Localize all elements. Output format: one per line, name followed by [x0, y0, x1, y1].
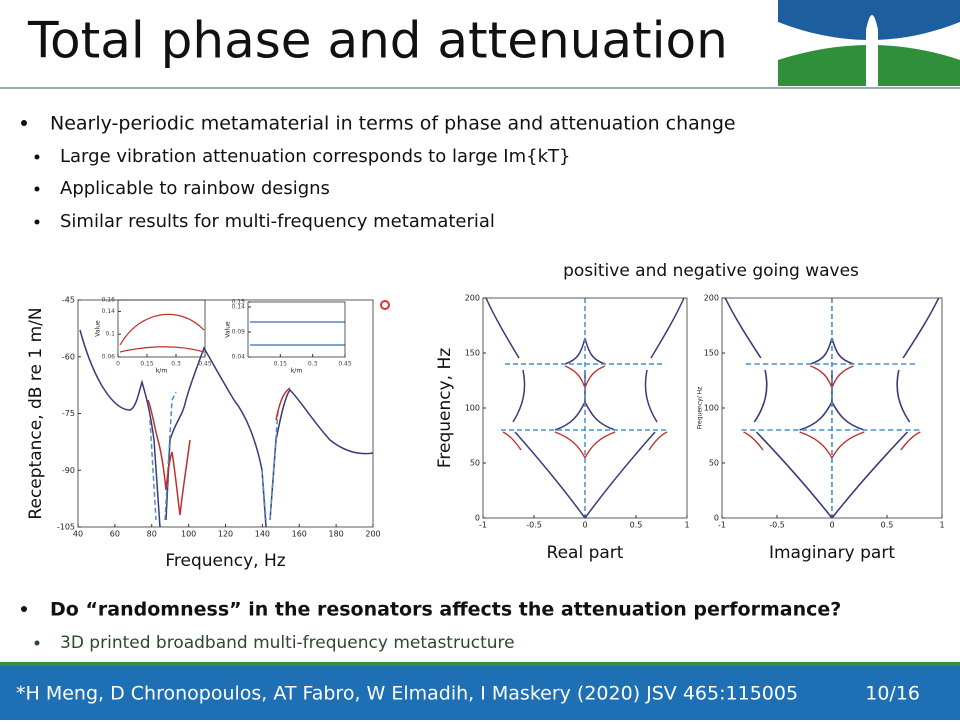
x-tick-label: 40: [73, 530, 83, 539]
x-tick-label: 0.15: [140, 361, 154, 368]
y-tick-label: 100: [704, 404, 719, 413]
x-axis-label: Real part: [547, 543, 624, 563]
x-tick-label: 120: [218, 530, 233, 539]
x-tick-label: -1: [718, 521, 726, 530]
sub-bullet: Large vibration attenuation corresponds …: [60, 146, 570, 167]
y-tick-label: 0.15: [232, 299, 246, 306]
y-tick-label: 0.16: [102, 297, 116, 304]
y-axis-label: Frequency, Hz: [435, 348, 455, 468]
x-tick-label: -1: [479, 521, 487, 530]
x-tick-label: 0.15: [274, 361, 288, 368]
x-axis-label: k/m: [291, 368, 302, 375]
x-tick-label: -0.5: [526, 521, 542, 530]
x-tick-label: 80: [147, 530, 157, 539]
inset-curves: [119, 313, 345, 353]
x-tick-label: 0.5: [881, 521, 894, 530]
y-tick-label: 0: [714, 514, 719, 523]
y-tick-label: 150: [704, 349, 719, 358]
x-tick-label: 0.3: [308, 361, 318, 368]
question: Do “randomness” in the resonators affect…: [50, 599, 841, 621]
x-axis-label: k/m: [156, 368, 167, 375]
y-tick-label: 0.14: [232, 304, 246, 311]
x-tick-label: 0.3: [171, 361, 181, 368]
y-axis-label: Receptance, dB re 1 m/N: [26, 307, 46, 519]
y-tick-label: -45: [62, 296, 75, 305]
logo: [778, 0, 960, 86]
page-number: 10/16: [865, 683, 920, 705]
y-tick-label: 200: [465, 294, 480, 303]
y-tick-label: 200: [704, 294, 719, 303]
receptance-curves: [79, 300, 390, 528]
y-tick-label: -60: [62, 352, 75, 361]
x-axis-label: Frequency, Hz: [165, 551, 285, 571]
x-tick-label: 60: [110, 530, 120, 539]
x-tick-label: 0: [829, 521, 834, 530]
y-tick-label: 0.09: [232, 329, 246, 336]
x-tick-label: 200: [365, 530, 380, 539]
x-tick-label: 180: [328, 530, 343, 539]
x-tick-label: 100: [181, 530, 196, 539]
x-tick-label: 0: [116, 361, 120, 368]
slide-title: Total phase and attenuation: [27, 12, 728, 70]
y-tick-label: -105: [57, 523, 75, 532]
x-tick-label: 0: [582, 521, 587, 530]
x-axis-label: Imaginary part: [769, 543, 895, 563]
plot-frame: [117, 299, 206, 358]
sub-bullet: Applicable to rainbow designs: [60, 178, 330, 199]
y-tick-label: 50: [470, 459, 480, 468]
y-tick-label: 100: [465, 404, 480, 413]
x-tick-label: 0.45: [338, 361, 352, 368]
x-tick-label: 0.45: [198, 361, 212, 368]
y-axis-label: Value: [225, 321, 232, 338]
plot-frame: [247, 301, 346, 358]
reference: *H Meng, D Chronopoulos, AT Fabro, W Elm…: [16, 683, 798, 705]
x-tick-label: -0.5: [769, 521, 785, 530]
x-tick-label: 160: [292, 530, 307, 539]
sub-bullet: Similar results for multi-frequency meta…: [60, 211, 495, 232]
bullet: Nearly-periodic metamaterial in terms of…: [50, 113, 736, 135]
y-tick-label: -75: [62, 409, 75, 418]
footer: [0, 666, 960, 720]
x-tick-label: 140: [255, 530, 270, 539]
y-tick-label: -90: [62, 466, 75, 475]
y-axis-label: Frequency/ Hz: [697, 387, 704, 430]
x-tick-label: 1: [939, 521, 944, 530]
y-tick-label: 0: [475, 514, 480, 523]
y-axis-label: Value: [95, 320, 102, 337]
y-tick-label: 0.1: [105, 331, 115, 338]
y-tick-label: 0.04: [232, 354, 246, 361]
y-tick-label: 0.14: [102, 308, 116, 315]
x-tick-label: 0.5: [630, 521, 643, 530]
y-tick-label: 150: [465, 349, 480, 358]
y-tick-label: 50: [709, 459, 719, 468]
y-tick-label: 0.06: [102, 354, 116, 361]
x-tick-label: 1: [684, 521, 689, 530]
sub-bullet: 3D printed broadband multi-frequency met…: [60, 633, 515, 653]
figure-title: positive and negative going waves: [563, 261, 859, 281]
